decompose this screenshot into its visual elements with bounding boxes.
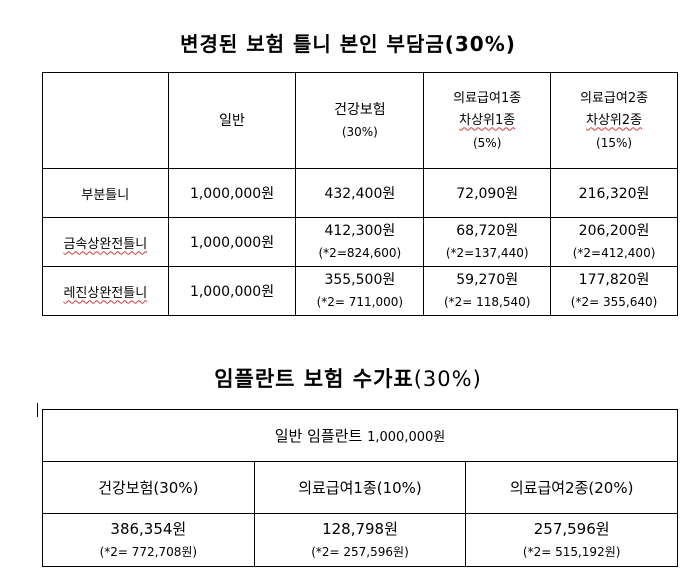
page-title-dentures: 변경된 보험 틀니 본인 부담금(30%) [180,32,516,56]
header-general: 일반 [167,72,297,169]
cell-double-value: (*2=137,440) [445,246,529,260]
cell-med2: 216,320원 [550,168,678,218]
cell-general: 1,000,000원 [167,217,297,267]
general-implant-value: 1,000,000원 [367,430,446,445]
cell-med1: 59,270원 (*2= 118,540) [423,266,552,316]
col-health-insurance: 건강보험(30%) [42,461,255,514]
cell-value: 206,200원 [578,223,650,239]
cell-med1-value: 128,798원 (*2= 257,596원) [253,513,467,567]
table-row: 레진상완전틀니 1,000,000원 355,500원 (*2= 711,000… [42,266,678,316]
col-medical-aid-1: 의료급여1종(10%) [253,461,467,514]
cell-med2: 177,820원 (*2= 355,640) [550,266,678,316]
header-health-pct: (30%) [341,124,378,139]
cell-double-value: (*2= 257,596원) [311,545,409,559]
header-med2-label: 의료급여2종 [580,90,649,106]
title2-label: 임플란트 보험 수가표 [214,367,414,391]
row-name-label: 레진상완전틀니 [63,285,148,301]
general-implant-cell: 일반 임플란트 1,000,000원 [42,409,678,462]
cell-double-value: (*2=824,600) [318,246,402,260]
cell-health-value: 386,354원 (*2= 772,708원) [42,513,255,567]
header-med2-sub: 차상위2종 [585,112,643,128]
cell-med2: 206,200원 (*2=412,400) [550,217,678,267]
title2-percent: (30%) [413,367,482,391]
header-med1-label: 의료급여1종 [453,90,522,106]
cell-value: 128,798원 [322,520,398,538]
cell-general: 1,000,000원 [167,266,297,316]
cell-double-value: (*2= 711,000) [316,295,404,309]
cell-med1: 72,090원 [423,168,552,218]
general-implant-label: 일반 임플란트 [274,427,363,445]
cell-med2-value: 257,596원 (*2= 515,192원) [465,513,678,567]
table-header-row: 일반 임플란트 1,000,000원 [42,409,678,462]
cell-value: 386,354원 [110,520,187,538]
table-row: 금속상완전틀니 1,000,000원 412,300원 (*2=824,600)… [42,217,678,267]
header-empty-cell [42,72,169,169]
header-medical-aid-1: 의료급여1종 차상위1종 (5%) [423,72,552,169]
header-med1-pct: (5%) [472,135,502,150]
table-row: 부분틀니 1,000,000원 432,400원 72,090원 216,320… [42,168,678,218]
cell-value: 59,270원 [456,272,519,288]
denture-copay-table: 일반 건강보험 (30%) 의료급여1종 차상위1종 (5%) 의료급여2종 차… [42,72,678,316]
cell-value: 257,596원 [533,520,610,538]
col-medical-aid-2: 의료급여2종(20%) [465,461,678,514]
row-name-metal-denture: 금속상완전틀니 [42,217,169,267]
header-health-insurance: 건강보험 (30%) [295,72,425,169]
header-general-label: 일반 [219,112,245,129]
header-med2-pct: (15%) [596,135,633,150]
cell-med1: 68,720원 (*2=137,440) [423,217,552,267]
row-name-label: 금속상완전틀니 [63,236,148,252]
cell-health: 412,300원 (*2=824,600) [295,217,425,267]
table-row: 386,354원 (*2= 772,708원) 128,798원 (*2= 25… [42,513,678,567]
header-health-label: 건강보험 [334,101,386,118]
cell-double-value: (*2= 772,708원) [99,545,198,559]
cell-health: 432,400원 [295,168,425,218]
cell-value: 68,720원 [456,223,519,239]
row-name-partial-denture: 부분틀니 [42,168,169,218]
text-cursor [37,403,38,417]
cell-value: 355,500원 [324,272,396,288]
header-medical-aid-2: 의료급여2종 차상위2종 (15%) [550,72,678,169]
header-med1-sub: 차상위1종 [459,112,516,128]
page-title-implants: 임플란트 보험 수가표(30%) [0,363,696,393]
cell-double-value: (*2= 355,640) [570,295,658,309]
row-name-resin-denture: 레진상완전틀니 [42,266,169,316]
implant-fee-table: 일반 임플란트 1,000,000원 건강보험(30%) 의료급여1종(10%)… [42,409,678,567]
cell-double-value: (*2= 515,192원) [522,545,621,559]
cell-general: 1,000,000원 [167,168,297,218]
cell-value: 412,300원 [324,223,396,239]
cell-value: 177,820원 [578,272,650,288]
table-row: 건강보험(30%) 의료급여1종(10%) 의료급여2종(20%) [42,461,678,514]
cell-double-value: (*2= 118,540) [443,295,531,309]
table-header-row: 일반 건강보험 (30%) 의료급여1종 차상위1종 (5%) 의료급여2종 차… [42,72,678,169]
cell-double-value: (*2=412,400) [572,246,656,260]
cell-health: 355,500원 (*2= 711,000) [295,266,425,316]
